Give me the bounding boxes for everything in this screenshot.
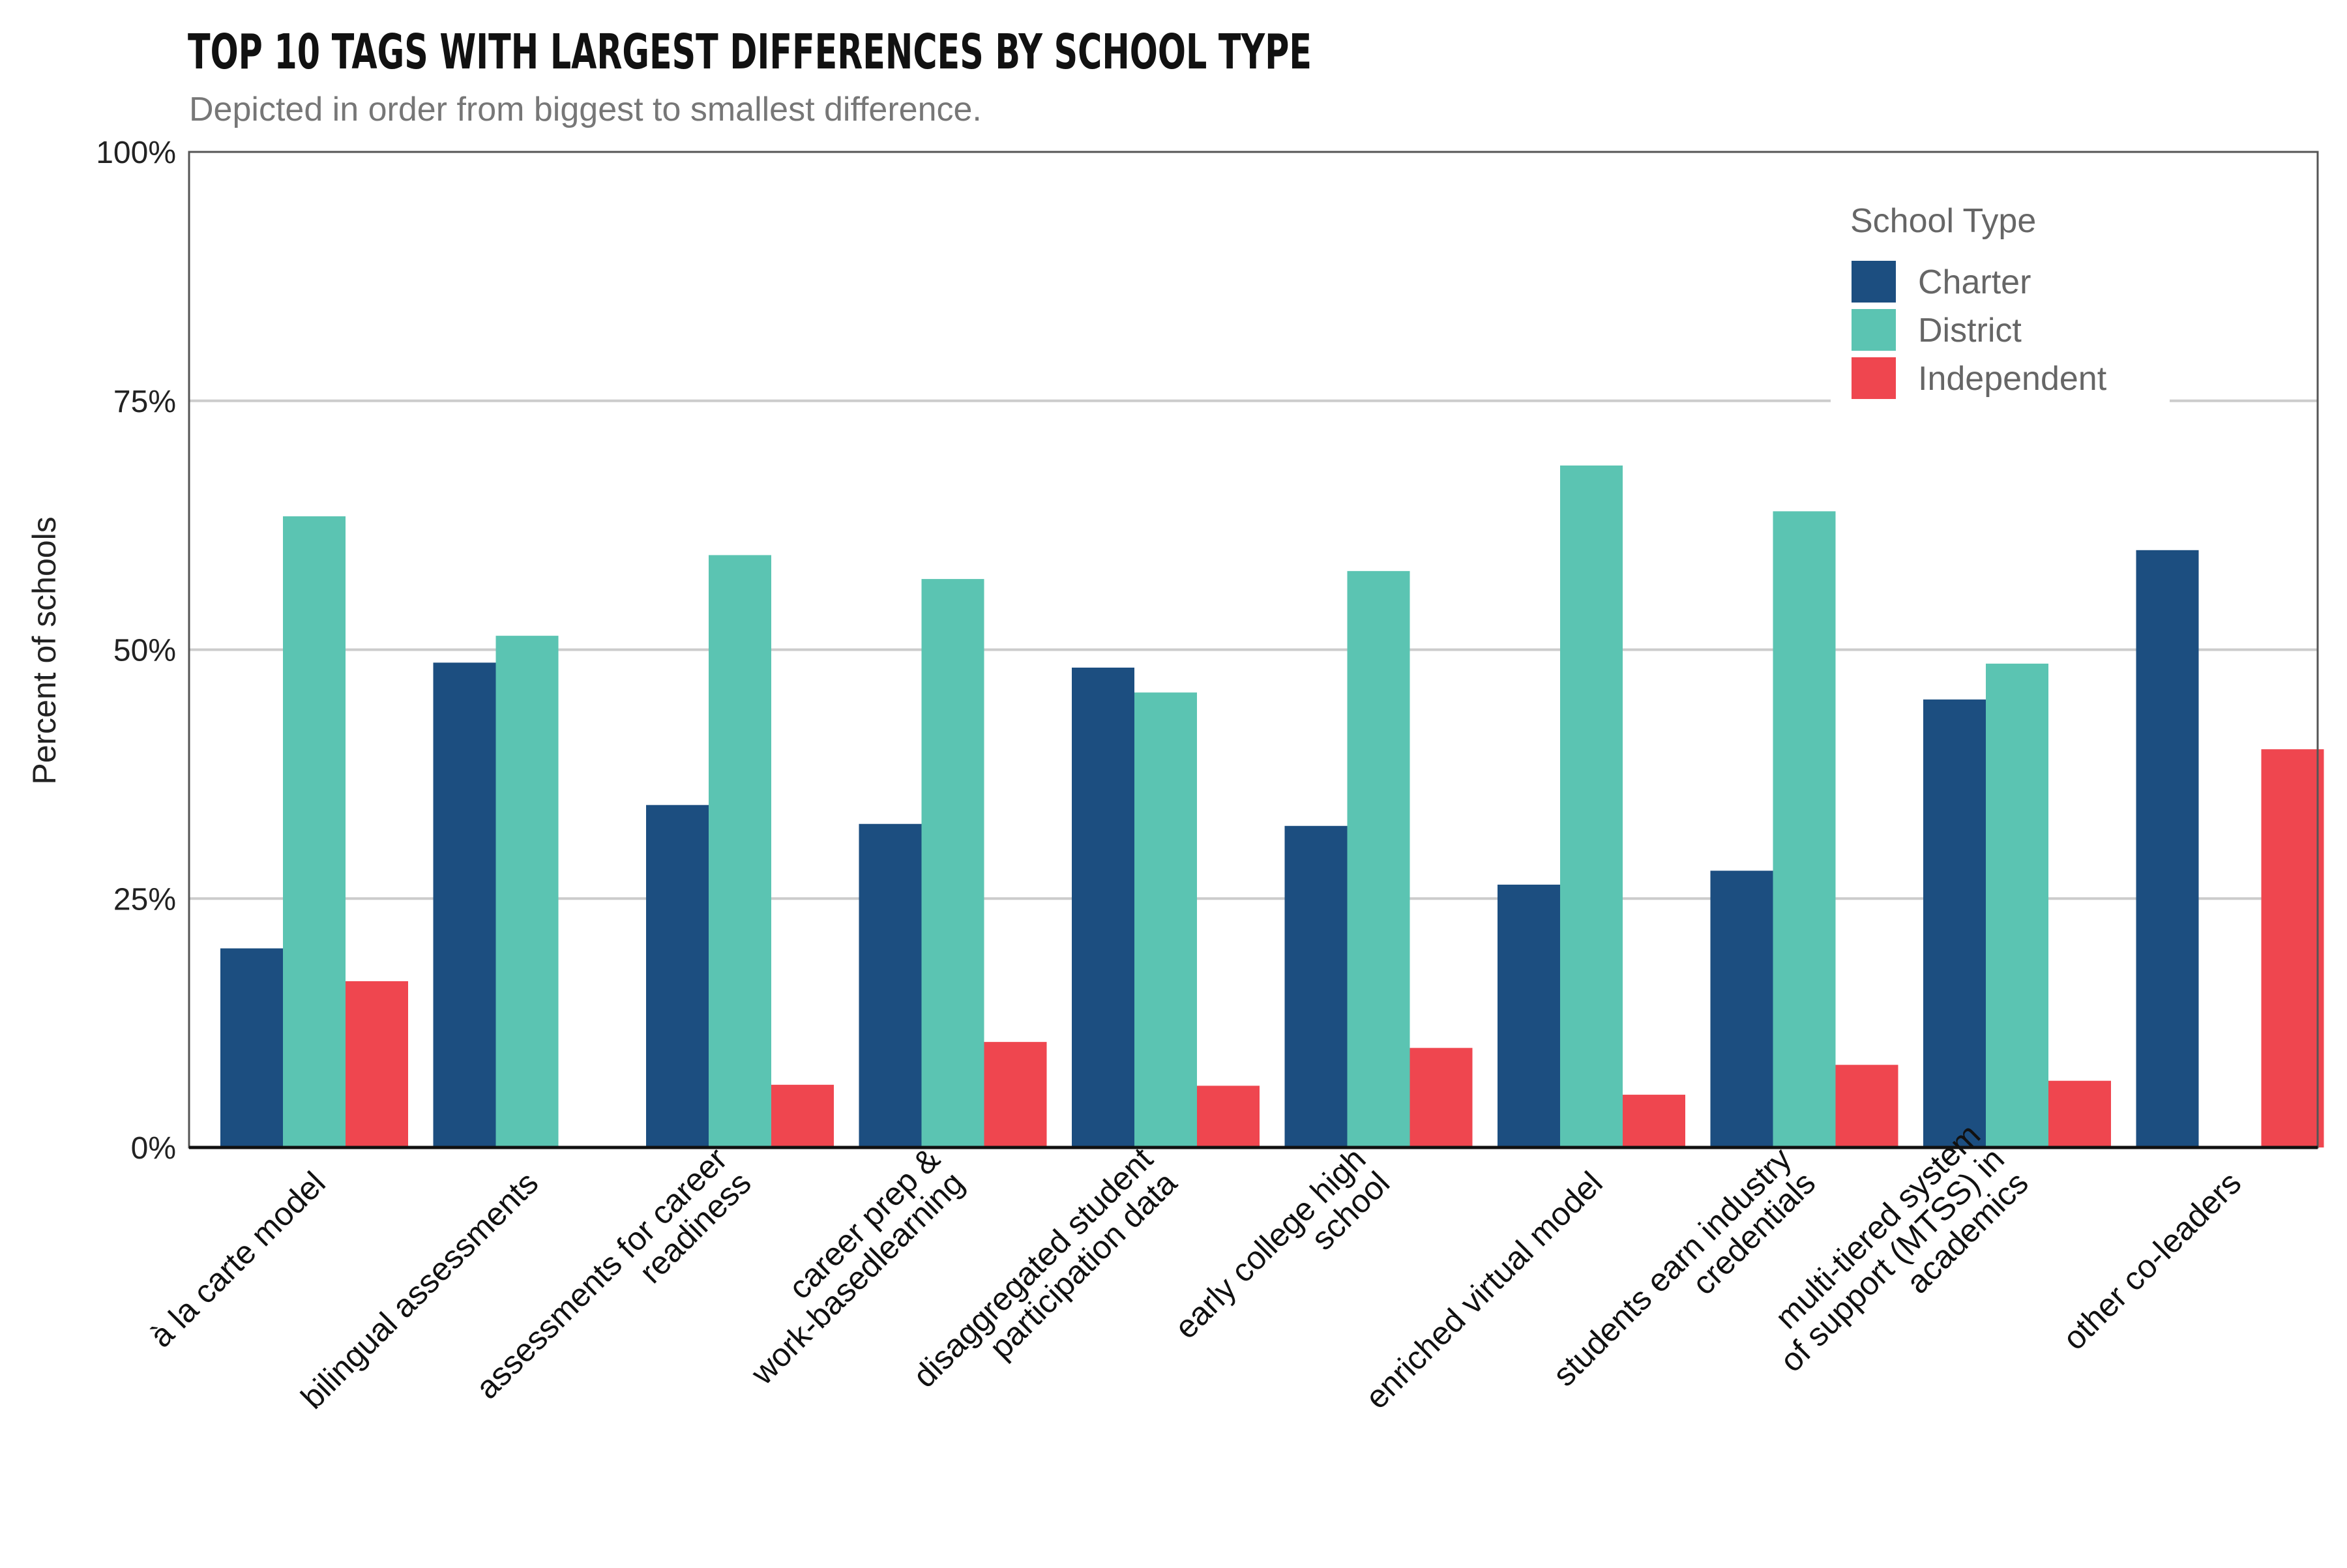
bar-independent [2261, 749, 2324, 1147]
y-tick-label: 25% [113, 882, 176, 917]
bar-district [1986, 663, 2048, 1147]
bar-charter [646, 805, 709, 1147]
bar-charter [1284, 825, 1348, 1147]
bar-district [1134, 692, 1197, 1147]
x-tick-label: other co-leaders [2056, 1164, 2248, 1357]
x-tick-label: early college highschool [1168, 1140, 1397, 1370]
bar-charter [1498, 884, 1560, 1147]
y-tick-label: 0% [131, 1131, 176, 1166]
bars [220, 466, 2324, 1147]
bar-charter [220, 948, 283, 1147]
legend-label-district: District [1918, 312, 2022, 349]
legend: School Type Charter District Independent [1831, 192, 2170, 407]
bar-district [1560, 466, 1623, 1147]
x-tick-label: à la carte model [143, 1164, 332, 1354]
bar-independent [1835, 1065, 1898, 1147]
legend-label-independent: Independent [1918, 360, 2107, 398]
chart-title: TOP 10 TAGS WITH LARGEST DIFFERENCES BY … [188, 24, 1312, 80]
bar-charter [859, 823, 922, 1147]
legend-swatch-independent [1852, 357, 1896, 399]
bar-district [283, 516, 346, 1147]
bar-independent [1197, 1086, 1260, 1147]
bar-district [495, 636, 559, 1147]
bar-charter [1710, 870, 1773, 1147]
bar-charter [433, 662, 496, 1147]
bar-charter [1923, 699, 1986, 1147]
bar-district [1347, 570, 1410, 1147]
y-tick-label: 75% [113, 385, 176, 419]
x-tick-label: multi-tiered systemof support (MTSS) ina… [1749, 1117, 2035, 1403]
bar-charter [1072, 667, 1134, 1147]
y-tick-label: 50% [113, 634, 176, 668]
bar-independent [346, 981, 408, 1147]
bar-independent [984, 1042, 1047, 1147]
bar-independent [1623, 1095, 1685, 1147]
legend-swatch-district [1852, 309, 1896, 351]
bar-charter [2136, 550, 2199, 1147]
bar-independent [2048, 1080, 2111, 1147]
bar-independent [771, 1084, 834, 1147]
y-tick-label: 100% [96, 136, 176, 170]
y-axis-label: Percent of schools [26, 516, 63, 784]
legend-swatch-charter [1852, 261, 1896, 303]
bar-district [1773, 511, 1836, 1147]
legend-label-charter: Charter [1918, 263, 2031, 301]
y-axis-ticks: 0% 25% 50% 75% 100% [96, 136, 176, 1166]
bar-district [709, 555, 771, 1147]
legend-title: School Type [1850, 202, 2036, 240]
bar-district [921, 579, 984, 1147]
bar-independent [1410, 1048, 1473, 1147]
chart-subtitle: Depicted in order from biggest to smalle… [189, 91, 982, 128]
